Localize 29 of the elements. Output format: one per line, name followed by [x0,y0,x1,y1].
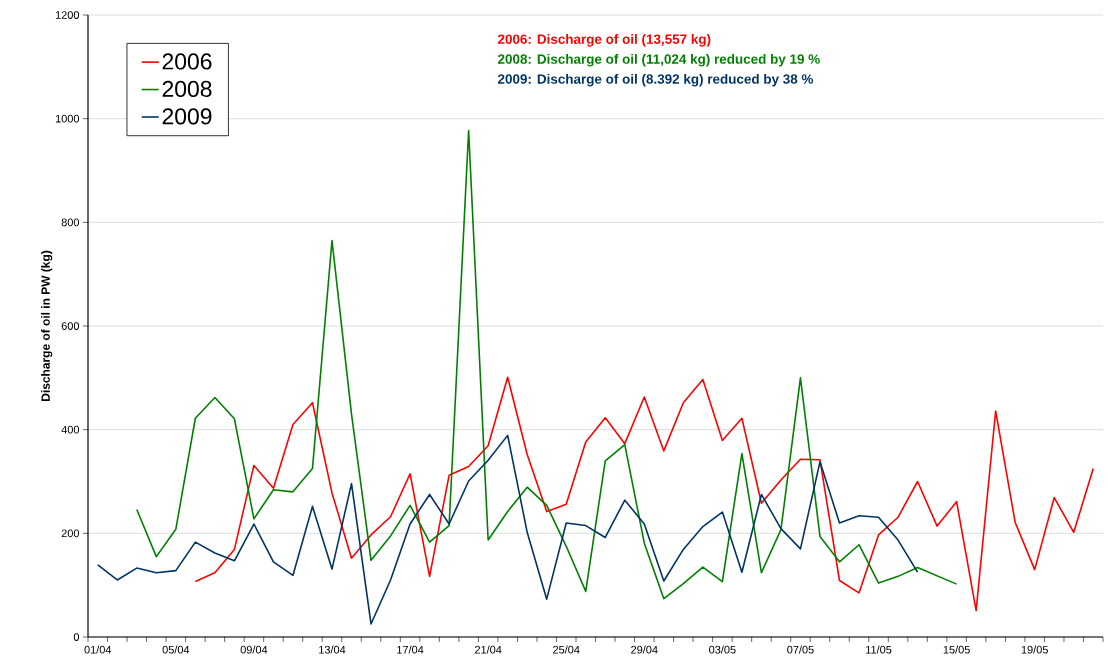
annotation: 2009: Discharge of oil (8.392 kg) reduced by 38 % [497,73,814,87]
x-tick-label: 01/04 [84,645,112,654]
x-tick-label: 11/05 [866,645,892,654]
y-tick-label: 1200 [55,11,80,19]
legend-label: 2006 [162,53,212,70]
y-axis-title: Discharge of oil in PW (kg) [41,250,53,401]
annotation: 2006: Discharge of oil (13,557 kg) [497,34,711,47]
x-tick-label: 17/04 [397,645,424,654]
x-tick-label: 29/04 [631,645,658,654]
y-tick-label: 600 [61,322,80,330]
x-tick-label: 19/05 [1021,645,1048,654]
legend-label: 2008 [162,80,212,98]
line-series [96,434,919,625]
annotation: 2008: Discharge of oil (11,024 kg) reduced by 19 % [497,53,820,67]
x-tick-label: 15/05 [943,645,970,654]
y-tick-label: 200 [61,529,80,538]
x-tick-label: 25/04 [553,645,580,654]
legend-label: 2009 [162,108,212,125]
x-tick-label: 09/04 [240,645,268,654]
x-tick-label: 07/05 [787,645,814,654]
x-tick-label: 13/04 [319,645,346,654]
line-series [194,376,1095,612]
y-tick-label: 800 [61,218,80,227]
x-tick-label: 21/04 [474,645,502,654]
x-tick-label: 05/04 [162,645,190,654]
y-tick-label: 1000 [55,114,80,123]
y-tick-label: 0 [73,633,80,641]
x-tick-label: 03/05 [709,645,736,654]
y-tick-label: 400 [61,425,80,434]
